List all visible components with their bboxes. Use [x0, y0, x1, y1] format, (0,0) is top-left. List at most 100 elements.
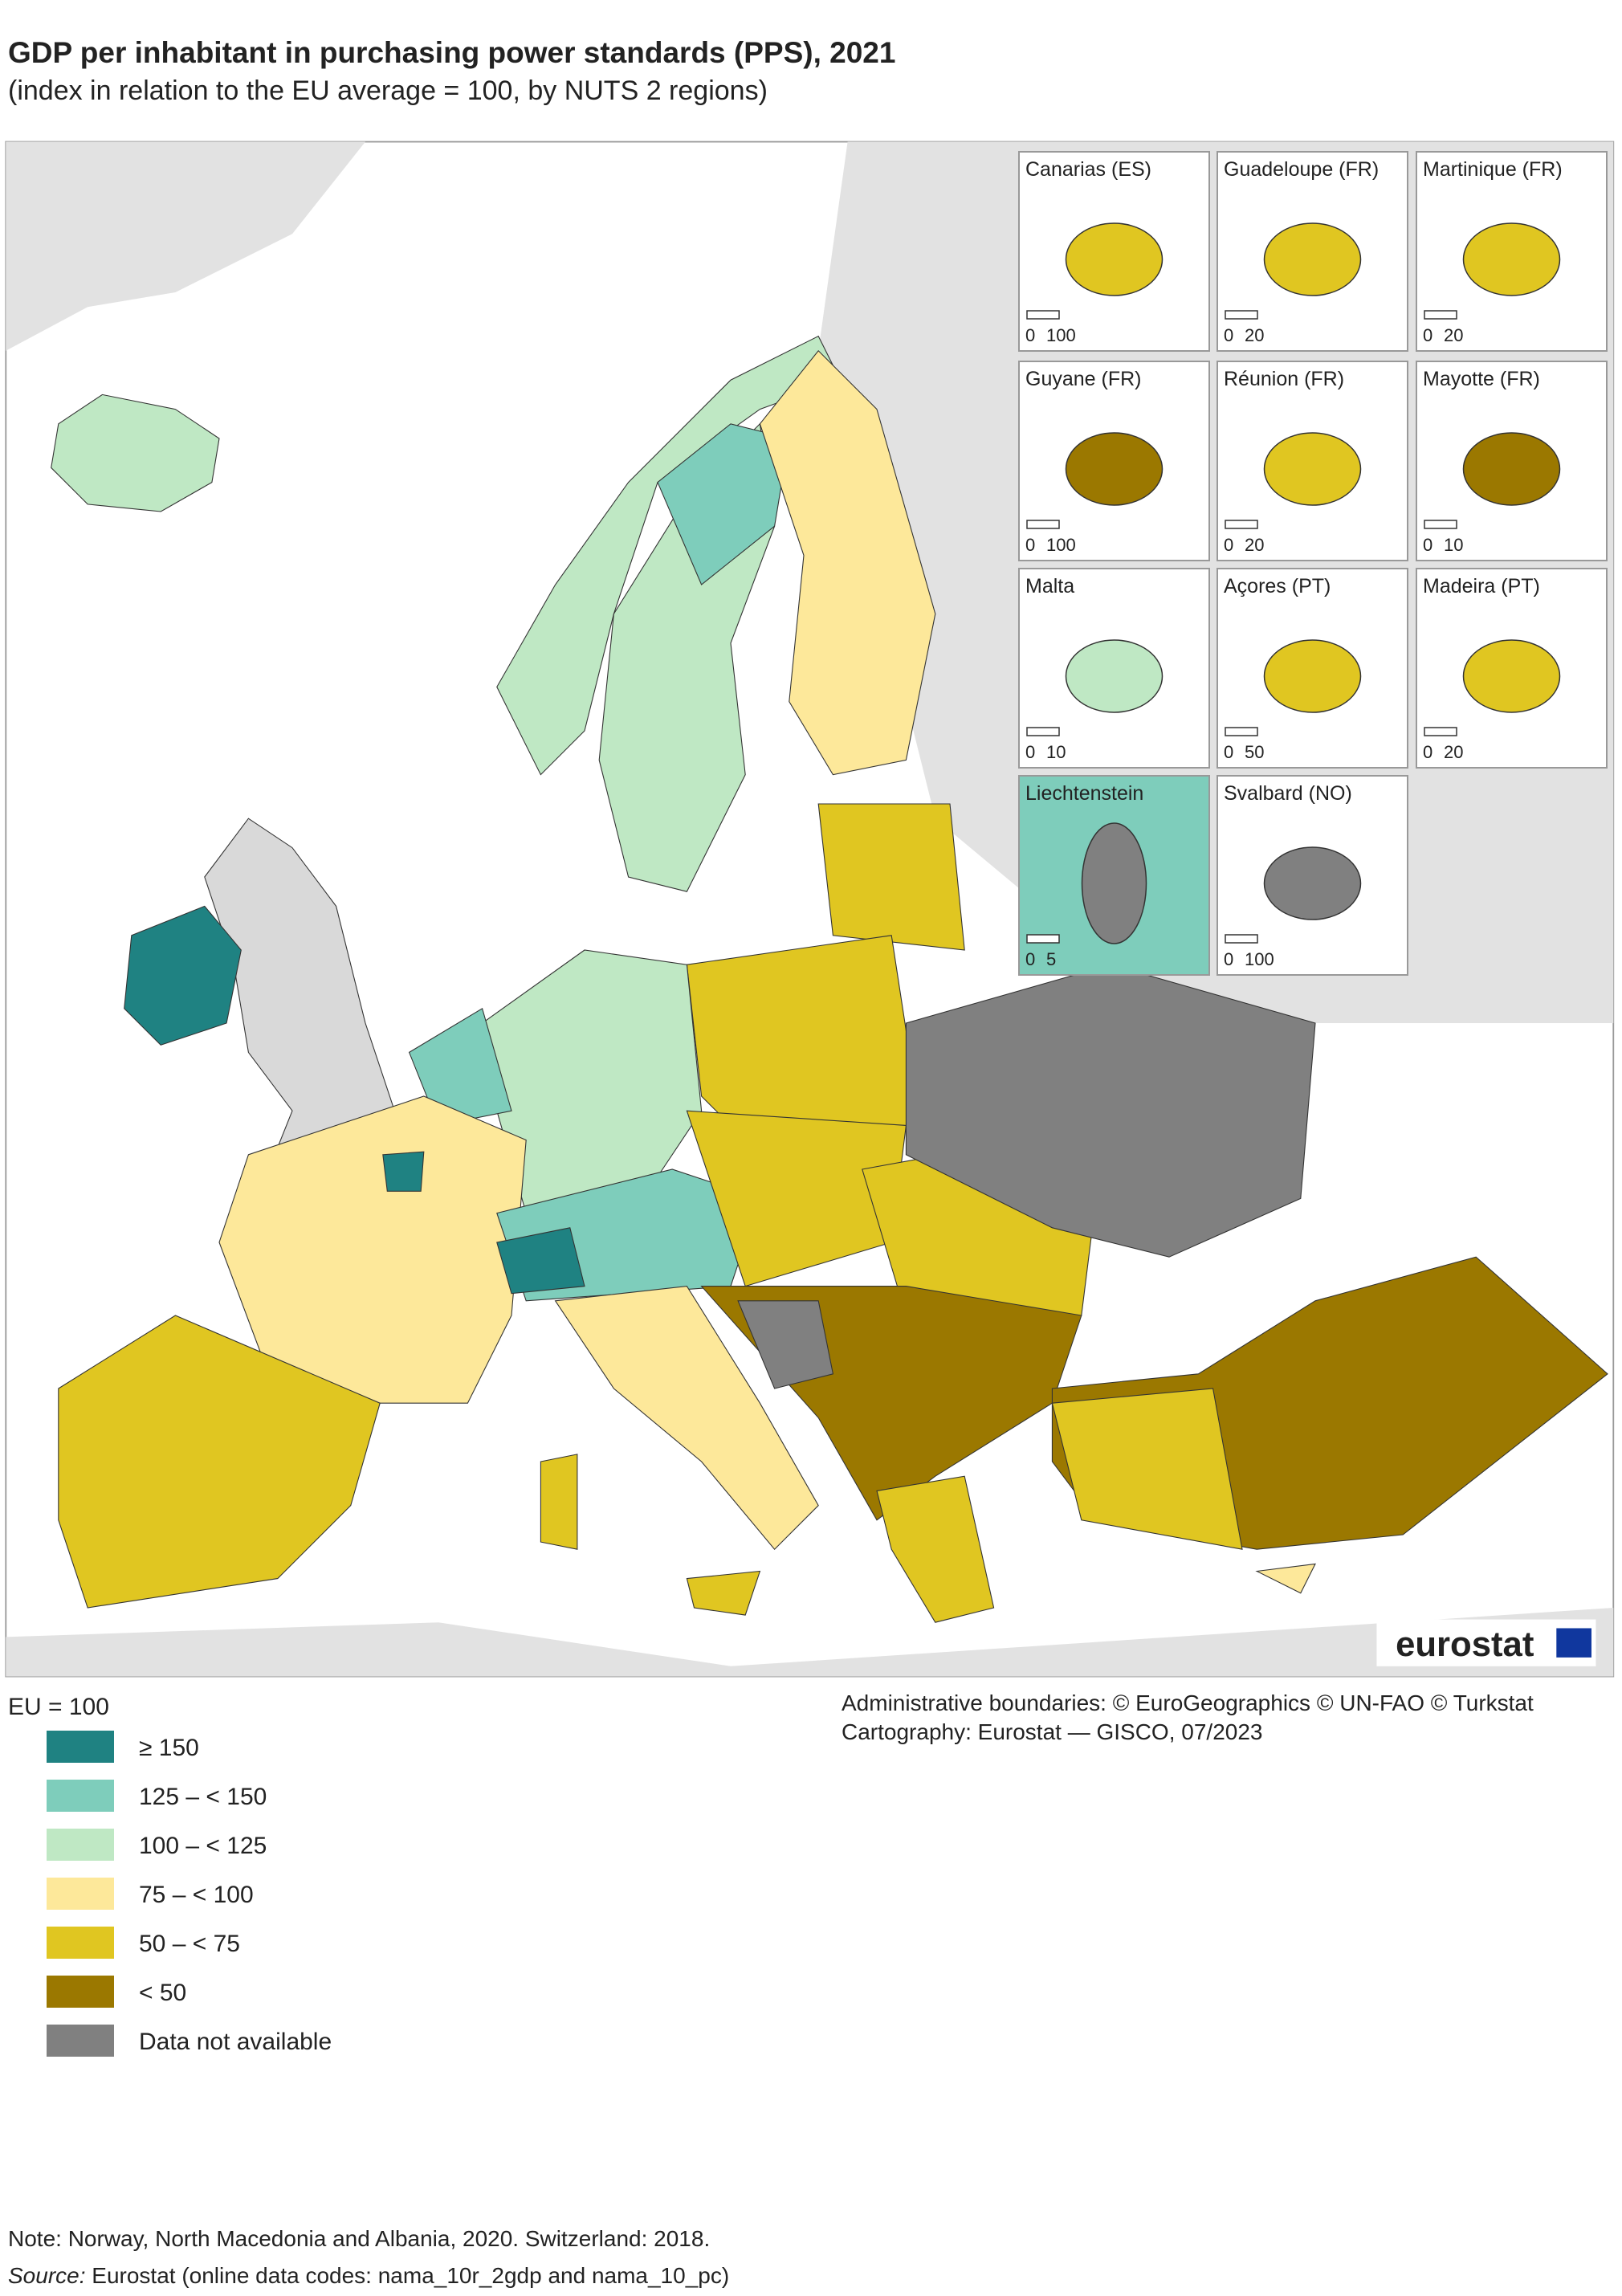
region	[686, 1110, 907, 1287]
inset-title: Liechtenstein	[1025, 782, 1143, 805]
region	[737, 1300, 834, 1389]
inset-title: Svalbard (NO)	[1224, 782, 1352, 805]
scale-label: 0	[1224, 325, 1233, 345]
note: Note: Norway, North Macedonia and Albani…	[8, 2226, 710, 2251]
scale-label: 10	[1046, 742, 1066, 762]
scale-label: 0	[1025, 325, 1035, 345]
scale-label: 0	[1224, 949, 1233, 969]
region	[540, 1454, 578, 1550]
region	[58, 1315, 381, 1609]
source: Source: Eurostat (online data codes: nam…	[8, 2263, 729, 2288]
legend: EU = 100 ≥ 150 125 – < 150 100 – < 125 75 –…	[8, 1694, 332, 2057]
eu-flag	[1556, 1628, 1591, 1658]
scale-label: 0	[1423, 325, 1432, 345]
credit: Cartography: Eurostat — GISCO, 07/2023	[842, 1719, 1262, 1744]
inset-region	[1263, 639, 1362, 713]
map-regions	[6, 141, 1614, 1677]
scale-bar	[1424, 727, 1457, 736]
region	[817, 803, 965, 951]
scale-bar	[1225, 727, 1258, 736]
scale-label: 100	[1245, 949, 1274, 969]
legend-swatch	[47, 1731, 114, 1763]
scale-label: 20	[1245, 535, 1264, 555]
scale-label: 50	[1245, 742, 1264, 762]
scale-bar	[1026, 310, 1060, 320]
legend-label: 50 – < 75	[139, 1931, 240, 1957]
legend-label: Data not available	[139, 2029, 332, 2055]
land-other	[6, 1607, 1614, 1677]
region	[218, 1095, 527, 1404]
region	[554, 1286, 819, 1551]
region	[686, 1570, 761, 1616]
region	[124, 905, 242, 1046]
region	[51, 394, 220, 512]
scale-bar	[1026, 727, 1060, 736]
scale-bar	[1225, 310, 1258, 320]
source-label: Source:	[8, 2263, 86, 2288]
scale-label: 10	[1444, 535, 1463, 555]
scale-label: 100	[1046, 325, 1076, 345]
inset-title: Canarias (ES)	[1025, 158, 1151, 181]
region	[382, 1151, 425, 1192]
legend-label: 125 – < 150	[139, 1784, 267, 1810]
scale-label: 0	[1224, 742, 1233, 762]
inset-region	[1462, 639, 1561, 713]
scale-label: 0	[1025, 535, 1035, 555]
land-other	[6, 141, 365, 351]
region	[1255, 1563, 1316, 1594]
title: GDP per inhabitant in purchasing power s…	[8, 36, 895, 69]
legend-swatch	[47, 1878, 114, 1910]
region	[876, 1475, 995, 1623]
scale-label: 0	[1025, 949, 1035, 969]
inset-region	[1065, 639, 1164, 713]
logo: eurostat	[1396, 1625, 1534, 1664]
scale-label: 20	[1245, 325, 1264, 345]
legend-title: EU = 100	[8, 1694, 109, 1720]
scale-bar	[1225, 520, 1258, 529]
scale-label: 0	[1224, 535, 1233, 555]
inset-title: Mayotte (FR)	[1423, 368, 1540, 390]
subtitle: (index in relation to the EU average = 1…	[8, 75, 768, 106]
inset-region	[1263, 846, 1362, 920]
source-text: Eurostat (online data codes: nama_10r_2g…	[86, 2263, 730, 2288]
scale-label: 100	[1046, 535, 1076, 555]
scale-bar	[1026, 934, 1060, 944]
inset-region	[1462, 432, 1561, 506]
inset-region	[1263, 222, 1362, 296]
scale-bar	[1026, 520, 1060, 529]
scale-label: 0	[1423, 742, 1432, 762]
scale-label: 5	[1046, 949, 1056, 969]
scale-label: 20	[1444, 325, 1463, 345]
legend-label: < 50	[139, 1980, 186, 2006]
credit: Administrative boundaries: © EuroGeograp…	[842, 1690, 1534, 1715]
scale-bar	[1225, 934, 1258, 944]
region	[759, 349, 936, 776]
inset-title: Guyane (FR)	[1025, 368, 1141, 390]
inset-region	[1065, 222, 1164, 296]
scale-bar	[1424, 310, 1457, 320]
scale-label: 0	[1025, 742, 1035, 762]
region	[496, 1227, 585, 1295]
legend-label: 100 – < 125	[139, 1833, 267, 1859]
inset-title: Réunion (FR)	[1224, 368, 1344, 390]
legend-label: 75 – < 100	[139, 1882, 254, 1908]
scale-label: 20	[1444, 742, 1463, 762]
inset-region	[1263, 432, 1362, 506]
region	[1051, 1388, 1243, 1550]
legend-swatch	[47, 1927, 114, 1959]
inset-region	[1081, 822, 1147, 944]
inset-region	[1462, 222, 1561, 296]
land-other	[818, 141, 1614, 1023]
legend-swatch	[47, 1976, 114, 2008]
legend-label: ≥ 150	[139, 1735, 199, 1761]
region	[482, 949, 703, 1214]
inset-title: Martinique (FR)	[1423, 158, 1563, 181]
legend-swatch	[47, 1780, 114, 1812]
inset-region	[1065, 432, 1164, 506]
scale-bar	[1424, 520, 1457, 529]
inset-title: Açores (PT)	[1224, 575, 1331, 597]
inset-title: Guadeloupe (FR)	[1224, 158, 1379, 181]
scale-label: 0	[1423, 535, 1432, 555]
